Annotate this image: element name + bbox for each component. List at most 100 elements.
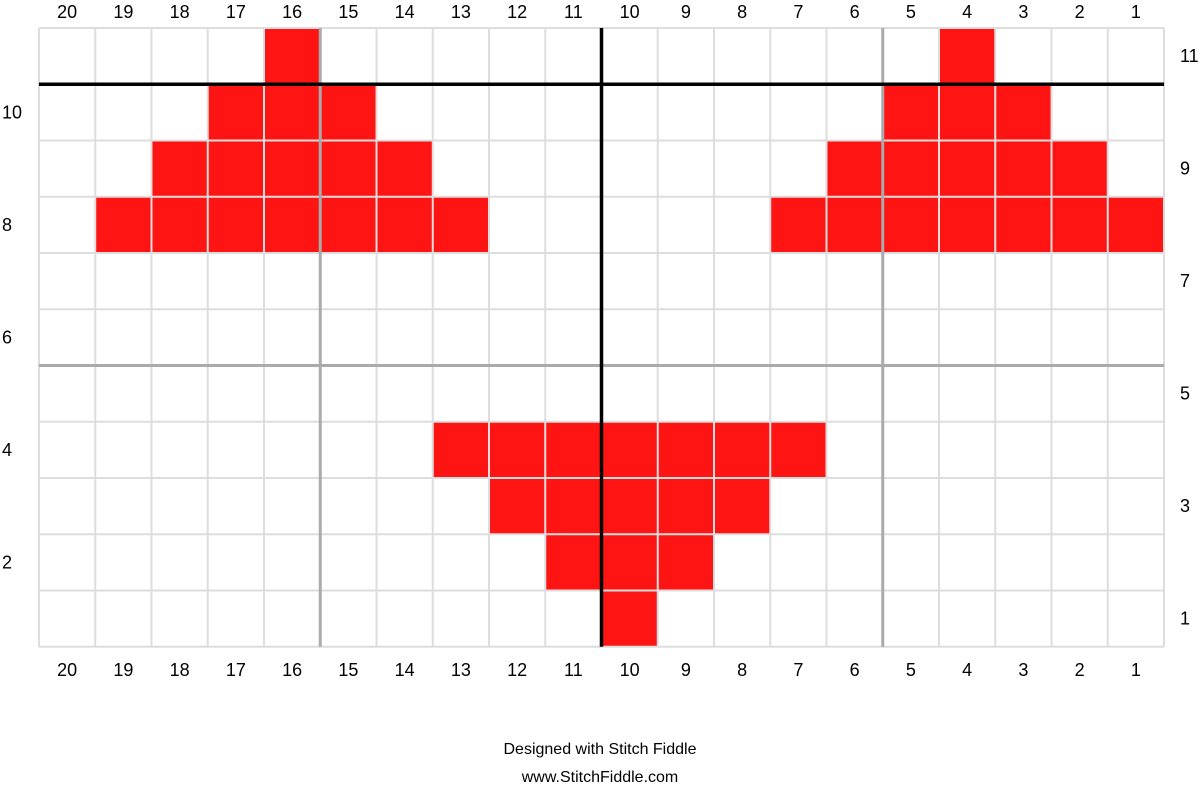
column-label-top: 13 <box>451 2 471 22</box>
column-label-top: 11 <box>564 2 583 22</box>
stitch-cell-r9-c17[interactable] <box>207 140 264 197</box>
stitch-cell-r4-c8[interactable] <box>714 421 771 478</box>
stitch-cell-r9-c3[interactable] <box>995 140 1052 197</box>
stitch-cell-r9-c6[interactable] <box>826 140 883 197</box>
column-label-top: 1 <box>1131 2 1141 22</box>
row-label-right: 3 <box>1180 496 1190 516</box>
stitch-cell-r2-c9[interactable] <box>657 534 714 591</box>
stitch-cell-r2-c10[interactable] <box>601 534 658 591</box>
chart-labels: 2020191918181717161615151414131312121111… <box>2 2 1199 680</box>
column-label-bottom: 8 <box>737 660 747 680</box>
column-label-bottom: 10 <box>620 660 640 680</box>
stitch-cell-r8-c14[interactable] <box>376 196 433 253</box>
column-label-bottom: 9 <box>681 660 691 680</box>
stitch-cell-r8-c2[interactable] <box>1051 196 1108 253</box>
column-label-bottom: 3 <box>1018 660 1028 680</box>
column-label-top: 15 <box>338 2 358 22</box>
stitch-cell-r3-c9[interactable] <box>657 478 714 535</box>
stitch-cell-r3-c12[interactable] <box>489 478 546 535</box>
chart-grid <box>38 27 1165 648</box>
column-label-top: 17 <box>226 2 246 22</box>
stitch-cell-r10-c15[interactable] <box>320 84 377 141</box>
row-label-left: 4 <box>2 440 12 460</box>
stitch-cell-r4-c9[interactable] <box>657 421 714 478</box>
designed-with-text: Designed with Stitch Fiddle <box>503 741 697 758</box>
stitch-cell-r9-c4[interactable] <box>939 140 996 197</box>
column-label-bottom: 5 <box>906 660 916 680</box>
stitch-cell-r8-c19[interactable] <box>95 196 152 253</box>
stitch-cell-r8-c7[interactable] <box>770 196 827 253</box>
stitch-cell-r1-c10[interactable] <box>601 590 658 647</box>
stitch-cell-r9-c15[interactable] <box>320 140 377 197</box>
column-label-bottom: 4 <box>962 660 972 680</box>
column-label-top: 6 <box>850 2 860 22</box>
stitch-cell-r8-c15[interactable] <box>320 196 377 253</box>
stitch-cell-r8-c3[interactable] <box>995 196 1052 253</box>
stitch-cell-r10-c5[interactable] <box>882 84 939 141</box>
stitch-cell-r10-c3[interactable] <box>995 84 1052 141</box>
stitch-cell-r9-c5[interactable] <box>882 140 939 197</box>
column-label-bottom: 14 <box>395 660 415 680</box>
column-label-bottom: 1 <box>1131 660 1141 680</box>
stitch-cell-r3-c8[interactable] <box>714 478 771 535</box>
stitch-cell-r4-c12[interactable] <box>489 421 546 478</box>
column-label-top: 5 <box>906 2 916 22</box>
row-label-right: 5 <box>1180 384 1190 404</box>
column-label-bottom: 12 <box>507 660 527 680</box>
stitch-cell-r4-c13[interactable] <box>432 421 489 478</box>
stitch-cell-r8-c18[interactable] <box>151 196 208 253</box>
row-label-left: 2 <box>2 552 12 572</box>
stitch-cell-r8-c1[interactable] <box>1107 196 1164 253</box>
stitch-cell-r10-c16[interactable] <box>264 84 321 141</box>
column-label-top: 16 <box>282 2 302 22</box>
column-label-top: 10 <box>620 2 640 22</box>
stitch-cell-r9-c14[interactable] <box>376 140 433 197</box>
stitch-cell-r2-c11[interactable] <box>545 534 602 591</box>
stitch-cell-r8-c5[interactable] <box>882 196 939 253</box>
stitch-cell-r9-c2[interactable] <box>1051 140 1108 197</box>
column-label-bottom: 19 <box>113 660 133 680</box>
column-label-top: 4 <box>962 2 972 22</box>
stitch-cell-r8-c4[interactable] <box>939 196 996 253</box>
column-label-top: 7 <box>793 2 803 22</box>
stitch-cell-r4-c11[interactable] <box>545 421 602 478</box>
stitch-cell-r10-c17[interactable] <box>207 84 264 141</box>
column-label-top: 8 <box>737 2 747 22</box>
column-label-top: 12 <box>507 2 527 22</box>
row-label-left: 8 <box>2 215 12 235</box>
column-label-top: 3 <box>1018 2 1028 22</box>
stitch-cell-r8-c17[interactable] <box>207 196 264 253</box>
column-label-bottom: 20 <box>57 660 77 680</box>
row-label-left: 6 <box>2 327 12 347</box>
column-label-top: 14 <box>395 2 415 22</box>
column-label-bottom: 11 <box>564 660 583 680</box>
stitch-cell-r8-c13[interactable] <box>432 196 489 253</box>
stitch-cell-r9-c16[interactable] <box>264 140 321 197</box>
column-label-bottom: 13 <box>451 660 471 680</box>
website-link[interactable]: www.StitchFiddle.com <box>521 769 679 786</box>
stitch-cell-r10-c4[interactable] <box>939 84 996 141</box>
row-label-left: 10 <box>2 102 22 122</box>
stitch-cell-r4-c10[interactable] <box>601 421 658 478</box>
row-label-right: 1 <box>1180 609 1190 629</box>
column-label-bottom: 7 <box>793 660 803 680</box>
column-label-top: 2 <box>1075 2 1085 22</box>
stitch-cell-r4-c7[interactable] <box>770 421 827 478</box>
column-label-bottom: 17 <box>226 660 246 680</box>
row-label-right: 11 <box>1180 46 1199 66</box>
stitch-cell-r3-c11[interactable] <box>545 478 602 535</box>
column-label-bottom: 2 <box>1075 660 1085 680</box>
knitting-chart: 2020191918181717161615151414131312121111… <box>2 2 1199 680</box>
column-label-bottom: 18 <box>170 660 190 680</box>
stitch-cell-r11-c4[interactable] <box>939 28 996 85</box>
column-label-top: 19 <box>113 2 133 22</box>
column-label-bottom: 6 <box>850 660 860 680</box>
stitch-cell-r3-c10[interactable] <box>601 478 658 535</box>
row-label-right: 9 <box>1180 159 1190 179</box>
column-label-top: 18 <box>170 2 190 22</box>
stitch-cells <box>95 28 1164 647</box>
stitch-cell-r11-c16[interactable] <box>264 28 321 85</box>
stitch-cell-r8-c6[interactable] <box>826 196 883 253</box>
stitch-cell-r8-c16[interactable] <box>264 196 321 253</box>
stitch-cell-r9-c18[interactable] <box>151 140 208 197</box>
